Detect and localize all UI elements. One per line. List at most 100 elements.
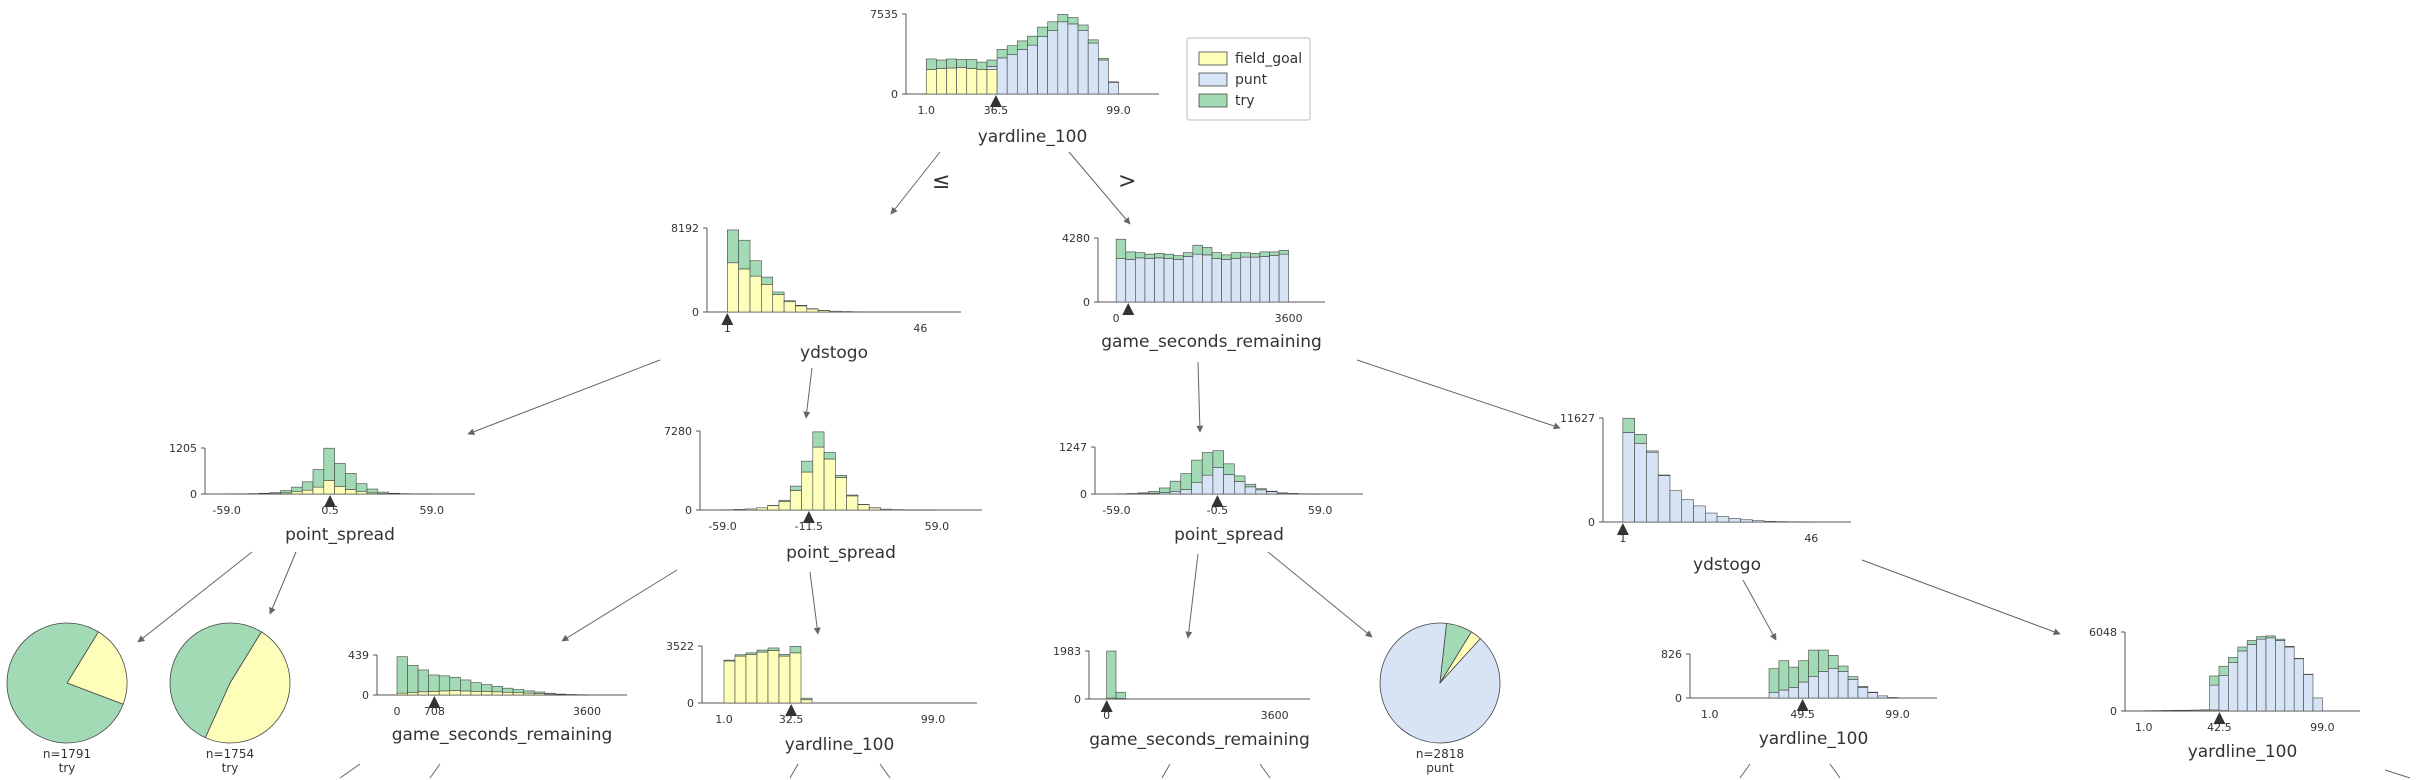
split-node: 1205 0 -59.0 0.5 59.0 point_spread — [169, 442, 475, 545]
y-max-label: 7535 — [870, 8, 898, 21]
histogram-bar — [449, 690, 461, 696]
histogram-bar — [1202, 254, 1213, 303]
x-tick-label: 99.0 — [2310, 721, 2335, 734]
histogram-bar — [925, 69, 937, 95]
histogram-bar — [986, 59, 998, 67]
y-zero-label: 0 — [891, 88, 898, 101]
histogram-bar — [1180, 489, 1192, 495]
split-node: 1247 0 -59.0 -0.5 59.0 point_spread — [1059, 441, 1363, 545]
histogram-bar — [1097, 59, 1109, 95]
histogram-bar — [1634, 442, 1647, 523]
histogram-bar — [835, 477, 847, 511]
histogram-bar — [460, 690, 472, 696]
y-max-label: 826 — [1661, 648, 1682, 661]
histogram-bar — [756, 507, 768, 511]
feature-label: game_seconds_remaining — [392, 725, 613, 745]
tree-edge — [1196, 361, 1204, 433]
x-tick-label: 1.0 — [2135, 721, 2153, 734]
histogram-bar — [407, 665, 419, 694]
histogram-bar — [986, 69, 998, 95]
y-zero-label: 0 — [190, 488, 197, 501]
histogram-bar — [2256, 636, 2267, 640]
histogram-bar — [1857, 687, 1869, 699]
histogram-bar — [1768, 668, 1780, 693]
legend-swatch-punt — [1198, 72, 1228, 87]
split-marker — [428, 696, 441, 708]
histogram-bar — [1240, 252, 1251, 258]
histogram-bar — [1191, 459, 1203, 483]
histogram-bar — [823, 458, 836, 511]
tree-edge — [137, 551, 253, 643]
x-tick-label: 42.5 — [2207, 721, 2232, 734]
histogram-bar — [491, 686, 503, 693]
histogram-bar — [1808, 649, 1819, 677]
histogram-bar — [1006, 45, 1018, 56]
histogram-bar — [2256, 638, 2267, 712]
histogram-bar — [1169, 480, 1182, 493]
x-tick-label: -59.0 — [1102, 504, 1130, 517]
histogram-bar — [778, 501, 791, 511]
x-tick-label: 3600 — [573, 705, 601, 718]
y-max-label: 439 — [348, 649, 369, 662]
y-zero-label: 0 — [1083, 296, 1090, 309]
histogram-bar — [1269, 255, 1280, 303]
histogram-bar — [1278, 253, 1289, 303]
histogram-bar — [1125, 259, 1136, 303]
feature-label: ydstogo — [1693, 555, 1761, 575]
histogram-bar — [1867, 692, 1879, 699]
histogram-bar — [1752, 520, 1765, 523]
histogram-bar — [1234, 475, 1246, 482]
histogram-bar — [449, 676, 461, 691]
histogram-bar — [1017, 49, 1028, 95]
tree-edge — [789, 763, 799, 779]
histogram-bar — [428, 691, 440, 696]
feature-label: yardline_100 — [2188, 742, 2298, 762]
histogram-bar — [533, 691, 546, 694]
tree-edge — [803, 367, 813, 419]
histogram-bar — [1234, 481, 1246, 495]
pie-slice — [1439, 622, 1472, 684]
histogram-bar — [1047, 21, 1059, 31]
histogram-bar — [1163, 253, 1174, 259]
tree-nodes: 7535 0 1.0 36.5 99.0 yardline_100 8192 0 1 46 ydst… — [6, 8, 2360, 775]
histogram-bar — [1867, 691, 1879, 693]
histogram-bar — [1244, 483, 1257, 488]
histogram-bar — [1788, 687, 1799, 699]
edge-label-le: ≤ — [932, 169, 950, 194]
split-marker — [1211, 495, 1224, 507]
histogram-bar — [2209, 675, 2220, 686]
histogram-bar — [1125, 251, 1136, 260]
histogram-bar — [1798, 660, 1809, 683]
x-tick-label: 1 — [1619, 532, 1626, 545]
split-node: 8192 0 1 46 ydstogo — [671, 222, 961, 363]
histogram-bar — [868, 507, 881, 511]
legend: field_goal punt try — [1186, 37, 1311, 121]
histogram-bar — [1159, 487, 1171, 493]
histogram-bar — [417, 691, 429, 696]
histogram-bar — [846, 495, 859, 511]
tree-edge — [809, 571, 821, 635]
histogram-bar — [1144, 258, 1155, 303]
histogram-bar — [2284, 646, 2295, 648]
histogram-bar — [789, 646, 802, 654]
histogram-bar — [1278, 250, 1289, 255]
histogram-bar — [1108, 82, 1119, 95]
x-tick-label: 46 — [1804, 532, 1818, 545]
tree-edge — [429, 763, 441, 779]
histogram-bar — [767, 647, 780, 651]
legend-label-field-goal: field_goal — [1235, 51, 1302, 67]
y-zero-label: 0 — [685, 504, 692, 517]
tree-edge — [339, 763, 361, 779]
histogram-bar — [345, 473, 357, 490]
histogram-bar — [1788, 666, 1799, 688]
histogram-bar — [756, 651, 769, 704]
tree-edge — [1356, 359, 1561, 430]
leaf-class-label: punt — [1426, 761, 1454, 775]
pie-slice — [204, 631, 291, 744]
histogram-bar — [1191, 482, 1203, 495]
histogram-bar — [2265, 637, 2276, 712]
x-tick-label: 32.5 — [779, 713, 804, 726]
